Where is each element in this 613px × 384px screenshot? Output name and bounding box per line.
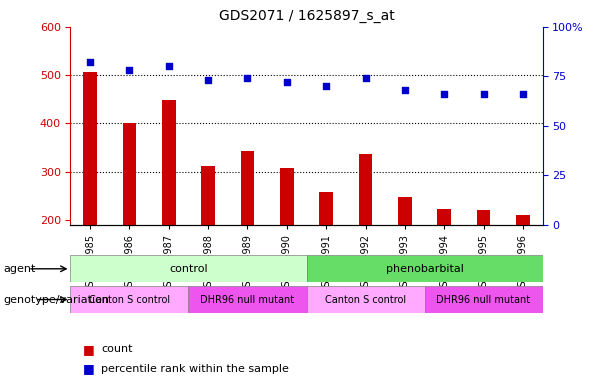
Text: DHR96 null mutant: DHR96 null mutant [436, 295, 531, 305]
Bar [201, 166, 215, 225]
Bar [241, 151, 254, 225]
Point [479, 91, 489, 97]
Text: phenobarbital: phenobarbital [386, 264, 463, 274]
Text: DHR96 null mutant: DHR96 null mutant [200, 295, 295, 305]
Bar [437, 209, 451, 225]
Bar [319, 192, 333, 225]
Bar [359, 154, 372, 225]
Text: ■: ■ [83, 362, 94, 375]
Point [164, 63, 173, 70]
Text: Canton S control: Canton S control [325, 295, 406, 305]
Text: Canton S control: Canton S control [89, 295, 170, 305]
Bar [306, 286, 424, 313]
Bar [477, 210, 490, 225]
Bar [83, 72, 97, 225]
Bar [189, 286, 306, 313]
Point [440, 91, 449, 97]
Point [518, 91, 528, 97]
Bar [306, 255, 543, 282]
Point [204, 77, 213, 83]
Text: ■: ■ [83, 343, 94, 356]
Point [321, 83, 331, 89]
Text: agent: agent [3, 264, 36, 274]
Bar [162, 100, 176, 225]
Point [282, 79, 292, 85]
Point [124, 67, 134, 73]
Bar [70, 255, 306, 282]
Bar [516, 215, 530, 225]
Bar [280, 168, 294, 225]
Point [400, 87, 409, 93]
Bar [424, 286, 543, 313]
Text: count: count [101, 344, 132, 354]
Point [360, 75, 370, 81]
Text: control: control [169, 264, 208, 274]
Bar [123, 123, 136, 225]
Bar [70, 286, 189, 313]
Point [85, 60, 95, 66]
Text: genotype/variation: genotype/variation [3, 295, 109, 305]
Text: percentile rank within the sample: percentile rank within the sample [101, 364, 289, 374]
Title: GDS2071 / 1625897_s_at: GDS2071 / 1625897_s_at [219, 9, 394, 23]
Point [243, 75, 253, 81]
Bar [398, 197, 412, 225]
